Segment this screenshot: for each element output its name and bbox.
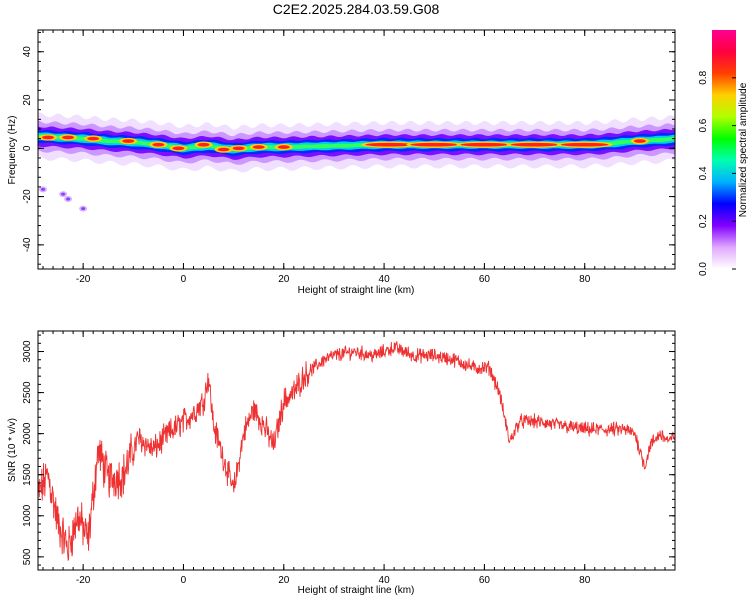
snr-ytick-label: 3000 [22, 340, 33, 363]
spectrogram-noise-blob-core [61, 192, 66, 196]
spectrogram-hot-spot [560, 142, 609, 147]
spectrogram-xlabel: Height of straight line (km) [298, 285, 415, 296]
spectrogram-noise-blob-core [66, 197, 71, 201]
snr-ytick-label: 2000 [22, 422, 33, 445]
colorbar-tick-label: 0.0 [698, 262, 709, 276]
snr-xtick-label: 80 [579, 575, 591, 586]
spectrogram-ytick-label: 20 [22, 94, 33, 106]
figure-title: C2E2.2025.284.03.59.G08 [273, 1, 440, 17]
snr-xtick-label: 40 [379, 575, 391, 586]
spectrogram-hot-spot [217, 147, 230, 152]
snr-ytick-label: 1000 [22, 504, 33, 527]
spectrogram-hot-spot [252, 145, 265, 149]
snr-xlabel: Height of straight line (km) [298, 585, 415, 596]
colorbar-tick-label: 0.8 [698, 70, 709, 84]
colorbar-tick-label: 0.6 [698, 118, 709, 132]
spectrogram-hot-spot [460, 142, 509, 147]
snr-xtick-label: 0 [181, 575, 187, 586]
spectrogram-xtick-label: 60 [479, 274, 491, 285]
spectrogram-noise-blob-core [41, 187, 46, 191]
spectrogram-hot-spot [42, 135, 55, 140]
colorbar-tick-label: 0.2 [698, 214, 709, 228]
spectrogram-hot-spot [277, 145, 290, 149]
spectrogram-hot-spot [410, 142, 459, 147]
spectrogram-ytick-label: -20 [22, 189, 33, 204]
spectrogram-hot-spot [62, 135, 75, 140]
spectrogram-hot-spot [365, 142, 414, 147]
snr-frame [37, 330, 676, 571]
spectrogram-hot-spot [152, 142, 165, 147]
snr-ytick-label: 2500 [22, 381, 33, 404]
spectrogram-plot-area [38, 112, 675, 212]
spectrogram-ytick-label: 40 [22, 46, 33, 58]
colorbar-tick-label: 0.4 [698, 166, 709, 180]
snr-panel: -20 0 20 40 60 80 500 1000 1500 2000 2500 3000 Heig… [7, 330, 676, 596]
spectrogram-axis-ticks: -20 0 20 40 60 80 -40 -20 0 20 40 [22, 30, 676, 285]
spectrogram-band-layer [38, 134, 675, 152]
spectrogram-hot-spot [87, 136, 100, 141]
snr-series-line [38, 341, 675, 562]
spectrogram-ytick-label: -40 [22, 237, 33, 252]
colorbar-gradient [712, 30, 736, 269]
spectrogram-frame [37, 29, 676, 270]
spectrogram-xtick-label: 0 [181, 274, 187, 285]
colorbar-label: Normalized spectral amplitude [738, 82, 749, 217]
spectrogram-xtick-label: 20 [278, 274, 290, 285]
spectrogram-hot-spot [197, 142, 210, 147]
spectrogram-ylabel: Frequency (Hz) [7, 116, 18, 185]
spectrogram-ytick-label: 0 [22, 145, 33, 151]
spectrogram-xtick-label: -20 [76, 274, 91, 285]
spectrogram-hot-spot [172, 146, 185, 151]
colorbar: 0.0 0.2 0.4 0.6 0.8 Normalized spectral ampl… [698, 30, 749, 276]
spectrogram-hot-spot [510, 142, 559, 147]
snr-ytick-label: 1500 [22, 463, 33, 486]
snr-ytick-label: 500 [22, 548, 33, 565]
spectrogram-hot-spot [633, 139, 646, 143]
spectrogram-xtick-label: 40 [379, 274, 391, 285]
spectrogram-panel: -20 0 20 40 60 80 -40 -20 0 20 40 Height of straig… [7, 29, 676, 296]
spectrogram-hot-spot [122, 139, 135, 143]
spectrogram-noise-blob-core [81, 207, 86, 211]
snr-axis-ticks: -20 0 20 40 60 80 500 1000 1500 2000 2500 3000 [22, 331, 676, 586]
colorbar-ticks: 0.0 0.2 0.4 0.6 0.8 [698, 70, 736, 276]
snr-ylabel: SNR (10 * v/v) [7, 418, 18, 482]
snr-xtick-label: -20 [76, 575, 91, 586]
spectrogram-xtick-label: 80 [579, 274, 591, 285]
snr-xtick-label: 60 [479, 575, 491, 586]
snr-xtick-label: 20 [278, 575, 290, 586]
spectrogram-hot-spot [232, 146, 245, 151]
